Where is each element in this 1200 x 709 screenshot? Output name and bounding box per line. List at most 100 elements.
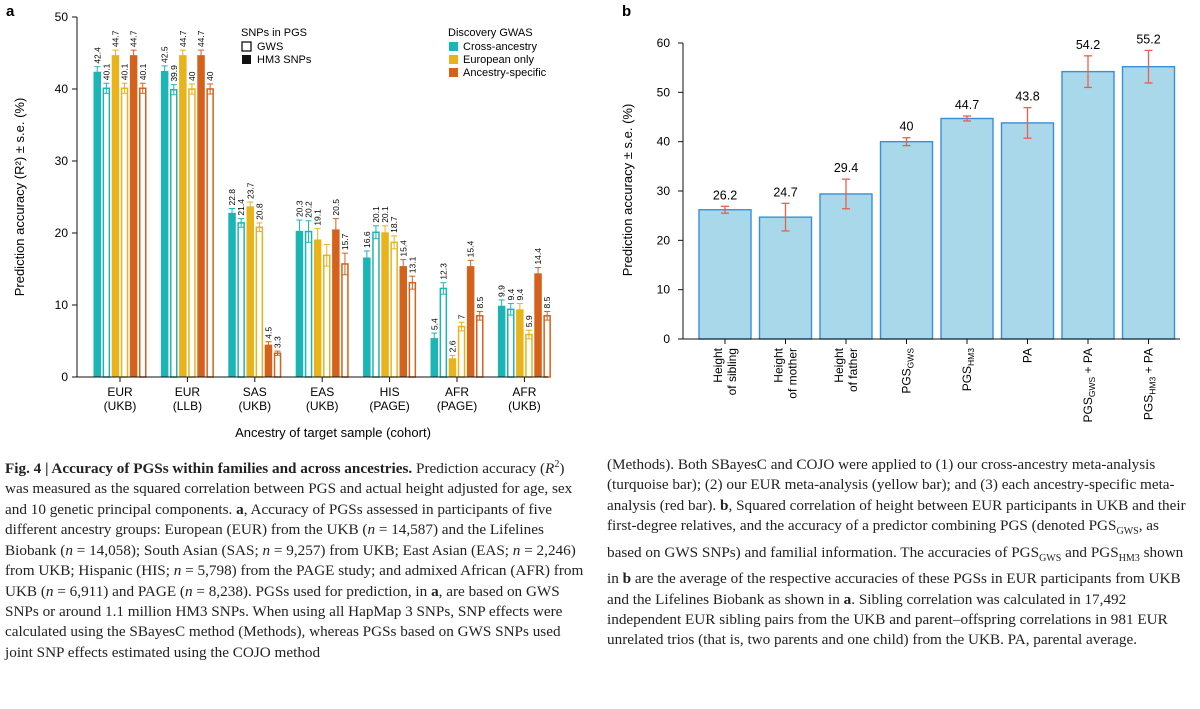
caption-text: , Accuracy of PGSs assessed in participa… <box>5 500 553 539</box>
panel-a-bar <box>206 88 214 378</box>
panel-a-x-tick-label: (LLB) <box>173 399 202 413</box>
legend-gwas: Discovery GWAS Cross-ancestry European o… <box>448 27 547 79</box>
caption-panel-ref: a <box>431 582 439 600</box>
legend-label-hm3: HM3 SNPs <box>257 54 312 66</box>
caption-text: = 2,246) from UKB; Hispanic (HIS; <box>5 541 576 580</box>
panel-a-bar <box>516 309 524 377</box>
panel-a-bar <box>448 358 457 377</box>
panel-b-bar <box>879 140 934 340</box>
panel-a-x-tick-label: EUR <box>107 385 133 399</box>
panel-b-y-tick-label: 10 <box>657 283 671 297</box>
panel-a-y-tick-label: 0 <box>61 370 68 384</box>
caption-text: = 6,911) and PAGE ( <box>53 582 185 600</box>
panel-a-bar <box>120 87 129 378</box>
panel-a-x-tick-label: SAS <box>243 385 267 399</box>
caption-text: = 9,257) from UKB; East Asian (EAS; <box>270 541 513 559</box>
panel-a-bar <box>264 344 273 377</box>
panel-a-data-label: 39.9 <box>169 65 179 82</box>
panel-b-x-tick-label: PA <box>1021 348 1035 363</box>
panel-a-bar <box>543 315 551 378</box>
panel-b-data-label: 54.2 <box>1076 38 1100 52</box>
panel-a-data-label: 4.5 <box>263 327 273 339</box>
panel-a-bar <box>507 308 515 378</box>
panel-a-data-label: 15.7 <box>340 233 350 250</box>
panel-a-data-label: 40 <box>205 71 215 81</box>
panel-a-data-label: 42.5 <box>160 46 170 63</box>
legend-swatch-ancestry-specific <box>449 68 458 77</box>
panel-b-x-tick-label: PGSHM3 <box>960 348 976 392</box>
legend-swatch-european-only <box>449 55 458 64</box>
panel-a-x-tick-label: (UKB) <box>238 399 271 413</box>
panel-a-bar <box>93 71 101 377</box>
caption-subscript: HM3 <box>1118 552 1140 564</box>
panel-a-bar <box>228 212 236 377</box>
panel-a-bar <box>179 55 187 377</box>
panel-b-data-label: 40 <box>900 120 914 134</box>
caption-text: (Methods). Both SBayesC and COJO were ap… <box>607 456 1175 514</box>
figure-canvas: a Prediction accuracy (R²) ± s.e. (%) 0 1… <box>6 3 1180 440</box>
panel-a-bar <box>188 88 196 378</box>
panel-b-y-tick-label: 50 <box>657 85 671 99</box>
panel-a-data-label: 42.4 <box>92 47 102 64</box>
caption-left: Fig. 4 | Accuracy of PGSs within familie… <box>5 459 584 661</box>
panel-a-data-label: 44.7 <box>110 30 120 47</box>
panel-a-bar <box>304 230 313 378</box>
panel-b-y-tick-label: 0 <box>663 332 670 346</box>
panel-b-bar <box>1000 122 1055 340</box>
panel-b-x-tick-label-main: PGS <box>1081 397 1095 422</box>
panel-a-y-tick-label: 30 <box>55 154 69 168</box>
panel-a-bar <box>439 287 448 378</box>
caption-panel-ref: b <box>622 570 632 588</box>
panel-a-data-label: 20.2 <box>304 201 314 218</box>
panel-a-bar <box>129 55 138 377</box>
caption-text: = 5,798) from the PAGE study; and admixe… <box>5 562 584 600</box>
panel-a-bar <box>381 232 389 377</box>
panel-a-bar <box>273 352 282 378</box>
panel-a-bar <box>341 263 349 378</box>
panel-a-x-tick-label: EUR <box>175 385 201 399</box>
panel-a-bar <box>332 229 340 377</box>
panel-a-x-tick-label: HIS <box>380 385 400 399</box>
panel-a-bar <box>139 87 147 378</box>
caption-panel-ref: a <box>843 590 852 608</box>
panel-a-data-label: 44.7 <box>196 30 206 47</box>
legend-label-gws: GWS <box>257 41 283 53</box>
panel-b-x-tick-label: PGSGWS + PA <box>1081 348 1097 422</box>
panel-b-x-tick-label-suffix: + PA <box>1142 348 1156 377</box>
panel-a-bar <box>111 55 120 377</box>
panel-b-data-label: 26.2 <box>713 188 737 202</box>
panel-b-x-tick-label: PGSHM3 + PA <box>1142 348 1158 420</box>
panel-a-x-tick-label: AFR <box>445 385 469 399</box>
panel-a-bar <box>525 333 533 378</box>
panel-b-bar <box>940 117 994 340</box>
legend-snps: SNPs in PGS GWS HM3 SNPs <box>241 27 312 66</box>
panel-a-bar <box>170 88 178 378</box>
caption-n: n <box>512 541 521 559</box>
panel-a-data-label: 21.4 <box>236 199 246 216</box>
panel-a-data-label: 8.5 <box>475 296 485 308</box>
panel-a-x-tick-label: EAS <box>310 385 334 399</box>
panel-a-data-label: 18.7 <box>389 216 399 233</box>
panel-b-x-tick-label-subscript: GWS <box>906 348 916 369</box>
panel-a-x-tick-label: AFR <box>512 385 536 399</box>
panel-a-letter: a <box>6 3 15 20</box>
panel-a-data-label: 14.4 <box>533 248 543 265</box>
panel-a-x-axis: EUR(UKB)EUR(LLB)SAS(UKB)EAS(UKB)HIS(PAGE… <box>77 376 548 413</box>
panel-a-data-label: 3.3 <box>273 336 283 348</box>
panel-a-data-label: 40.1 <box>101 63 111 80</box>
panel-a-data-label: 13.1 <box>407 256 417 273</box>
panel-a-bar <box>390 241 398 378</box>
panel-b-bar <box>698 209 752 340</box>
panel-a-data-label: 40.1 <box>120 63 130 80</box>
panel-a-bar <box>363 257 371 377</box>
panel-a-x-tick-label: (UKB) <box>306 399 339 413</box>
caption-text: shown in <box>607 543 1184 588</box>
panel-b-x-tick-label-main: PA <box>1021 348 1035 363</box>
panel-a-data-label: 20.1 <box>380 206 390 223</box>
legend-label-european-only: European only <box>463 54 534 66</box>
panel-a-data-label: 9.4 <box>515 288 525 300</box>
caption-text: Prediction accuracy ( <box>412 460 546 478</box>
panel-a-x-tick-label: (PAGE) <box>437 399 477 413</box>
panel-a-y-axis: 0 10 20 30 40 50 <box>55 10 78 384</box>
panel-a-data-label: 44.7 <box>178 30 188 47</box>
